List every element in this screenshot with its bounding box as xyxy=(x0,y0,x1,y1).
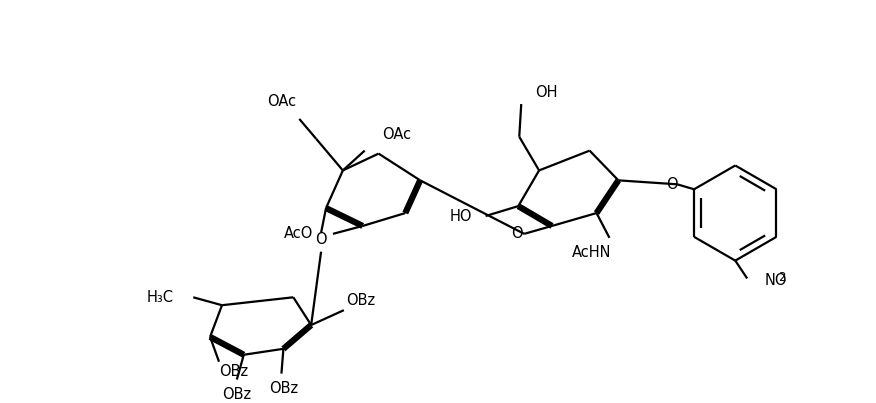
Text: OBz: OBz xyxy=(223,387,251,402)
Text: H₃C: H₃C xyxy=(146,290,173,305)
Text: HO: HO xyxy=(449,208,471,224)
Text: AcO: AcO xyxy=(284,226,313,241)
Text: OH: OH xyxy=(535,85,558,100)
Text: OBz: OBz xyxy=(269,381,298,396)
Text: OBz: OBz xyxy=(346,293,375,308)
Text: O: O xyxy=(667,177,678,192)
Text: AcHN: AcHN xyxy=(572,245,611,260)
Text: NO: NO xyxy=(765,273,788,288)
Text: OBz: OBz xyxy=(219,364,249,379)
Text: O: O xyxy=(315,232,327,247)
Text: 2: 2 xyxy=(779,271,786,284)
Text: OAc: OAc xyxy=(383,127,412,142)
Text: OAc: OAc xyxy=(267,93,296,108)
Text: O: O xyxy=(512,226,523,241)
